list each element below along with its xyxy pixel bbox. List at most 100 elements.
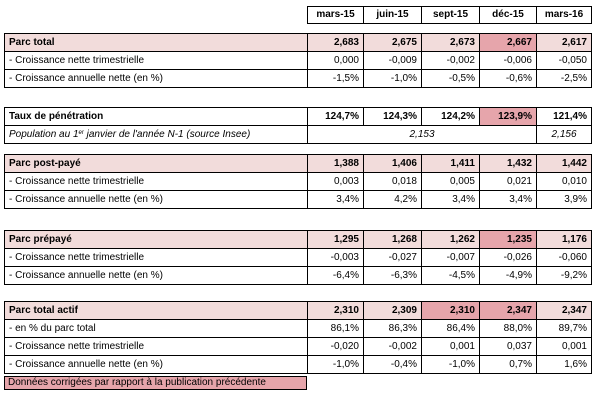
value-cell: -2,5% xyxy=(536,69,592,88)
value-cell: -9,2% xyxy=(536,266,592,285)
value-cell: 124,7% xyxy=(307,107,364,126)
value-cell: -0,003 xyxy=(307,248,364,267)
population-2016: 2,156 xyxy=(536,125,592,144)
value-cell: 0,7% xyxy=(479,355,537,374)
value-cell: 4,2% xyxy=(363,190,422,209)
value-cell: 1,295 xyxy=(307,230,364,249)
population-label-sup: er xyxy=(78,129,84,136)
population-label-text-end: janvier de l'année N-1 (source Insee) xyxy=(83,128,251,140)
value-cell: -0,020 xyxy=(307,337,364,356)
population-label-text: Population au 1 xyxy=(9,128,79,140)
value-cell: -0,002 xyxy=(421,51,480,70)
value-cell: -1,5% xyxy=(307,69,364,88)
value-cell: -1,0% xyxy=(421,355,480,374)
value-cell: 1,388 xyxy=(307,154,364,173)
value-cell: -6,3% xyxy=(363,266,422,285)
value-cell: 3,4% xyxy=(421,190,480,209)
prepaye-label: Parc prépayé xyxy=(4,230,308,249)
value-cell: -0,060 xyxy=(536,248,592,267)
parc-total-label: Parc total xyxy=(4,33,308,52)
value-cell: 0,000 xyxy=(307,51,364,70)
value-cell: 89,7% xyxy=(536,319,592,338)
value-cell: 2,617 xyxy=(536,33,592,52)
value-cell: 0,018 xyxy=(363,172,422,191)
value-cell: 1,406 xyxy=(363,154,422,173)
row-label: - en % du parc total xyxy=(4,319,308,338)
value-cell: 121,4% xyxy=(536,107,592,126)
post-paye-table: Parc post-payé 1,388 1,406 1,411 1,432 1… xyxy=(4,154,592,209)
row-label: - Croissance nette trimestrielle xyxy=(4,51,308,70)
value-cell: 86,4% xyxy=(421,319,480,338)
value-cell: -6,4% xyxy=(307,266,364,285)
row-label: - Croissance annuelle nette (en %) xyxy=(4,355,308,374)
row-label: - Croissance nette trimestrielle xyxy=(4,172,308,191)
value-cell-highlighted: 2,667 xyxy=(479,33,537,52)
header-mars-16: mars-16 xyxy=(536,6,592,24)
value-cell: 1,442 xyxy=(536,154,592,173)
value-cell-highlighted: 2,310 xyxy=(421,301,480,320)
value-cell: -0,009 xyxy=(363,51,422,70)
value-cell: 1,432 xyxy=(479,154,537,173)
value-cell: -0,4% xyxy=(363,355,422,374)
value-cell: 2,310 xyxy=(307,301,364,320)
value-cell: 1,411 xyxy=(421,154,480,173)
total-actif-label: Parc total actif xyxy=(4,301,308,320)
header-table: mars-15 juin-15 sept-15 déc-15 mars-16 xyxy=(307,6,592,24)
post-paye-label: Parc post-payé xyxy=(4,154,308,173)
penetration-label: Taux de pénétration xyxy=(4,107,308,126)
value-cell: -4,5% xyxy=(421,266,480,285)
header-juin-15: juin-15 xyxy=(363,6,422,24)
penetration-table: Taux de pénétration 124,7% 124,3% 124,2%… xyxy=(4,107,592,144)
value-cell: -1,0% xyxy=(307,355,364,374)
value-cell: -4,9% xyxy=(479,266,537,285)
value-cell: 3,4% xyxy=(307,190,364,209)
value-cell: -0,6% xyxy=(479,69,537,88)
value-cell: -0,002 xyxy=(363,337,422,356)
parc-total-table: Parc total 2,683 2,675 2,673 2,667 2,617… xyxy=(4,33,592,88)
population-2015: 2,153 xyxy=(307,125,537,144)
value-cell: 0,003 xyxy=(307,172,364,191)
value-cell: 0,001 xyxy=(421,337,480,356)
value-cell: 1,6% xyxy=(536,355,592,374)
value-cell: 2,675 xyxy=(363,33,422,52)
value-cell: 2,683 xyxy=(307,33,364,52)
header-mars-15: mars-15 xyxy=(307,6,364,24)
value-cell: 1,262 xyxy=(421,230,480,249)
value-cell: -1,0% xyxy=(363,69,422,88)
value-cell: 3,4% xyxy=(479,190,537,209)
value-cell: 88,0% xyxy=(479,319,537,338)
value-cell-highlighted: 1,235 xyxy=(479,230,537,249)
correction-note: Données corrigées par rapport à la publi… xyxy=(4,376,307,390)
value-cell: -0,007 xyxy=(421,248,480,267)
row-label: - Croissance nette trimestrielle xyxy=(4,248,308,267)
value-cell-highlighted: 2,347 xyxy=(479,301,537,320)
value-cell: 124,3% xyxy=(363,107,422,126)
value-cell: 3,9% xyxy=(536,190,592,209)
value-cell: 1,268 xyxy=(363,230,422,249)
value-cell: 2,673 xyxy=(421,33,480,52)
row-label: - Croissance annuelle nette (en %) xyxy=(4,190,308,209)
value-cell-highlighted: 123,9% xyxy=(479,107,537,126)
value-cell: -0,027 xyxy=(363,248,422,267)
value-cell: -0,5% xyxy=(421,69,480,88)
population-label: Population au 1er janvier de l'année N-1… xyxy=(4,125,308,144)
value-cell: 2,347 xyxy=(536,301,592,320)
header-sept-15: sept-15 xyxy=(421,6,480,24)
prepaye-table: Parc prépayé 1,295 1,268 1,262 1,235 1,1… xyxy=(4,230,592,285)
value-cell: 124,2% xyxy=(421,107,480,126)
header-dec-15: déc-15 xyxy=(479,6,537,24)
value-cell: -0,006 xyxy=(479,51,537,70)
row-label: - Croissance nette trimestrielle xyxy=(4,337,308,356)
value-cell: 86,1% xyxy=(307,319,364,338)
value-cell: -0,050 xyxy=(536,51,592,70)
row-label: - Croissance annuelle nette (en %) xyxy=(4,266,308,285)
value-cell: 0,005 xyxy=(421,172,480,191)
total-actif-table: Parc total actif 2,310 2,309 2,310 2,347… xyxy=(4,301,592,374)
row-label: - Croissance annuelle nette (en %) xyxy=(4,69,308,88)
value-cell: 1,176 xyxy=(536,230,592,249)
value-cell: 0,037 xyxy=(479,337,537,356)
value-cell: 0,001 xyxy=(536,337,592,356)
value-cell: 2,309 xyxy=(363,301,422,320)
value-cell: -0,026 xyxy=(479,248,537,267)
value-cell: 0,010 xyxy=(536,172,592,191)
